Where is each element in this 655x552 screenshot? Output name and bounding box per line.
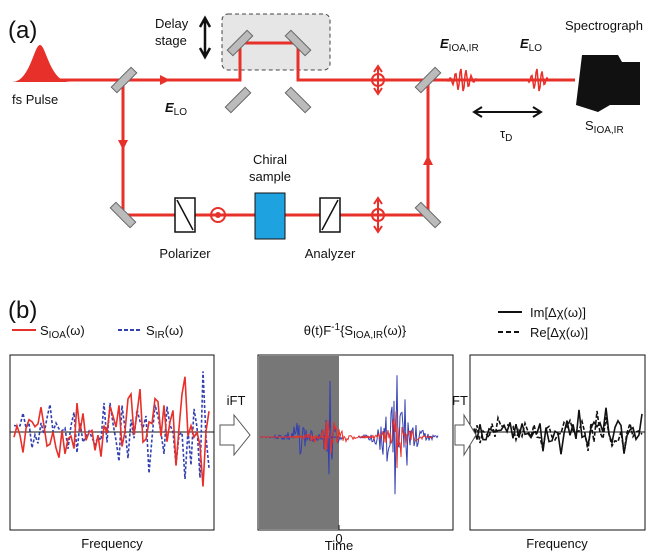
beam — [40, 41, 575, 82]
arrow — [219, 413, 251, 457]
panel-label: (a) — [8, 17, 37, 44]
legend-text: Im[Δχ(ω)] — [530, 305, 586, 320]
sample-label: Chiral — [253, 152, 287, 167]
fs-pulse-label: fs Pulse — [12, 92, 58, 107]
field-main: E — [440, 36, 449, 51]
polarizer-line — [176, 199, 194, 231]
x-label: Frequency — [81, 536, 143, 551]
curve — [473, 407, 643, 455]
legend-text: Re[Δχ(ω)] — [530, 325, 588, 340]
field-label: ELO — [520, 36, 542, 54]
field-main: E — [165, 100, 174, 115]
field-sub: LO — [174, 107, 188, 118]
legend-main: S — [40, 323, 49, 338]
spectrograph — [576, 55, 640, 112]
x-label: Time — [325, 538, 353, 552]
pulse — [12, 45, 70, 82]
panel-label: (b) — [8, 297, 37, 324]
legend-sub: IR — [155, 330, 165, 341]
delay-arrow — [198, 15, 212, 60]
signal-label: SIOA,IR — [585, 118, 624, 136]
signal-main: S — [585, 118, 594, 133]
arrow — [454, 413, 477, 457]
plot-frame — [9, 354, 215, 531]
wave-packet — [526, 68, 550, 92]
x-label: Frequency — [526, 536, 588, 551]
wave-packet — [445, 68, 479, 92]
ft-label: FT — [452, 393, 468, 408]
curve — [362, 411, 434, 469]
middle-title: θ(t)F-1{SIOA,IR(ω)} — [304, 322, 407, 341]
field-sub: IOA,IR — [449, 43, 479, 54]
ift-label: iFT — [227, 393, 246, 408]
tau-sub: D — [505, 133, 512, 144]
polarization-symbols — [210, 64, 385, 234]
sample-label: sample — [249, 169, 291, 184]
chiral-sample — [254, 192, 286, 240]
field-sub: LO — [529, 43, 543, 54]
title-sub: IOA,IR — [353, 330, 383, 341]
delay-label: stage — [155, 33, 187, 48]
field-label: EIOA,IR — [440, 36, 479, 54]
title-part: {S — [340, 323, 353, 338]
mirrors — [109, 29, 442, 229]
legend-sub: IOA — [49, 330, 67, 341]
legend-tail: (ω) — [165, 323, 184, 338]
delay-label: Delay — [155, 16, 189, 31]
curve — [284, 420, 376, 454]
legend-text: SIOA(ω) — [40, 323, 85, 341]
field-label: ELO — [165, 100, 187, 118]
legend-tail: (ω) — [66, 323, 85, 338]
tau-label: τD — [500, 126, 512, 144]
title-sup: -1 — [331, 322, 340, 333]
zero-label: 0 — [335, 531, 342, 546]
polarizer-label: Polarizer — [159, 246, 211, 261]
delay-arrow — [472, 106, 543, 118]
legend-text: SIR(ω) — [146, 323, 183, 341]
tau-main: τ — [500, 126, 506, 141]
analyzer-line — [321, 199, 339, 231]
analyzer-label: Analyzer — [305, 246, 356, 261]
signal-sub: IOA,IR — [594, 125, 624, 136]
spectrograph-label: Spectrograph — [565, 18, 643, 33]
title-part: θ(t)F — [304, 323, 332, 338]
field-main: E — [520, 36, 529, 51]
legend-main: S — [146, 323, 155, 338]
plot-frame — [469, 354, 646, 531]
curve — [13, 376, 210, 487]
title-part: (ω)} — [383, 323, 407, 338]
